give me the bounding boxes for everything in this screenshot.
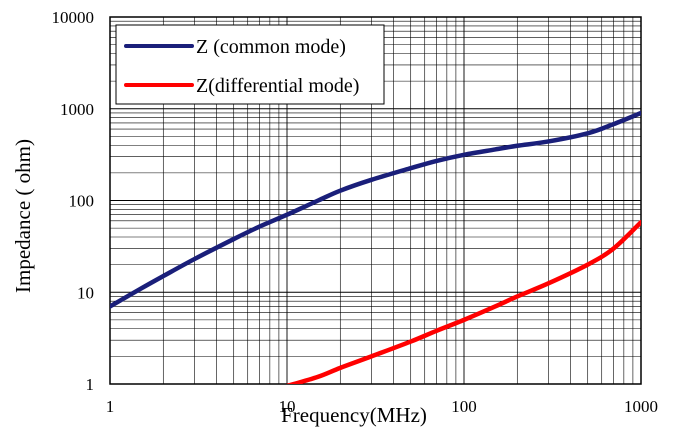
- legend: Z (common mode) Z(differential mode): [115, 24, 385, 105]
- x-tick-label: 1: [106, 397, 115, 416]
- legend-box: [115, 24, 385, 105]
- series-layer: [110, 110, 641, 384]
- legend-label-common-mode: Z (common mode): [196, 36, 346, 58]
- x-tick-label: 100: [451, 397, 477, 416]
- y-tick-label: 10000: [52, 8, 95, 27]
- x-tick-label: 10: [279, 397, 296, 416]
- x-tick-label: 1000: [624, 397, 658, 416]
- y-tick-label: 1000: [60, 100, 94, 119]
- plot-frame: [109, 16, 642, 385]
- series-line-common-mode: [110, 110, 641, 309]
- x-axis-label: Frequency(MHz): [281, 403, 427, 427]
- y-tick-label: 1: [86, 375, 95, 394]
- series-line-differential-mode: [286, 219, 641, 384]
- legend-label-differential-mode: Z(differential mode): [196, 75, 359, 97]
- tick-labels: 1 10 100 1000 1 10 100 1000 10000: [52, 8, 659, 416]
- y-tick-label: 100: [69, 192, 95, 211]
- y-tick-label: 10: [77, 283, 94, 302]
- y-axis-label: Impedance ( ohm): [11, 139, 35, 293]
